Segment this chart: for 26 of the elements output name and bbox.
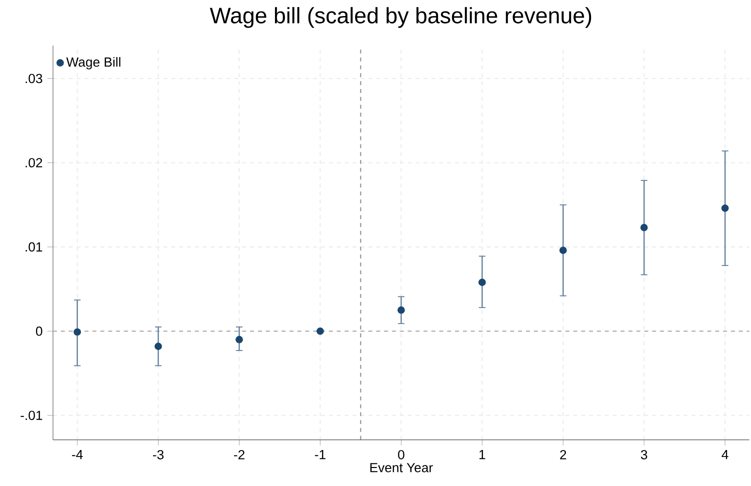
point	[316, 328, 324, 335]
x-tick-label: 3	[640, 450, 648, 460]
x-tick-label: 1	[480, 450, 486, 460]
y-tick-label: -.01	[20, 410, 42, 420]
legend-label: Wage Bill	[66, 57, 120, 70]
y-tick-label: .01	[26, 242, 42, 252]
point	[236, 336, 243, 344]
point	[640, 224, 648, 232]
point	[478, 278, 486, 286]
point	[154, 342, 162, 350]
x-tick-label: 0	[398, 450, 404, 460]
x-tick-label: -3	[153, 450, 164, 460]
x-tick-label: 4	[722, 450, 728, 460]
x-tick-label: 2	[560, 450, 566, 460]
point	[721, 204, 729, 212]
point	[74, 328, 81, 336]
x-tick-label: -4	[72, 450, 83, 460]
point	[559, 246, 567, 254]
y-tick-label: .03	[26, 74, 42, 84]
chart-title: Wage bill (scaled by baseline revenue)	[210, 7, 592, 28]
y-tick-label: 0	[36, 326, 42, 336]
x-tick-label: -1	[314, 450, 326, 460]
x-tick-label: -2	[234, 450, 244, 460]
y-tick-label: .02	[26, 158, 42, 168]
point	[397, 306, 405, 314]
x-axis-title: Event Year	[370, 463, 433, 472]
